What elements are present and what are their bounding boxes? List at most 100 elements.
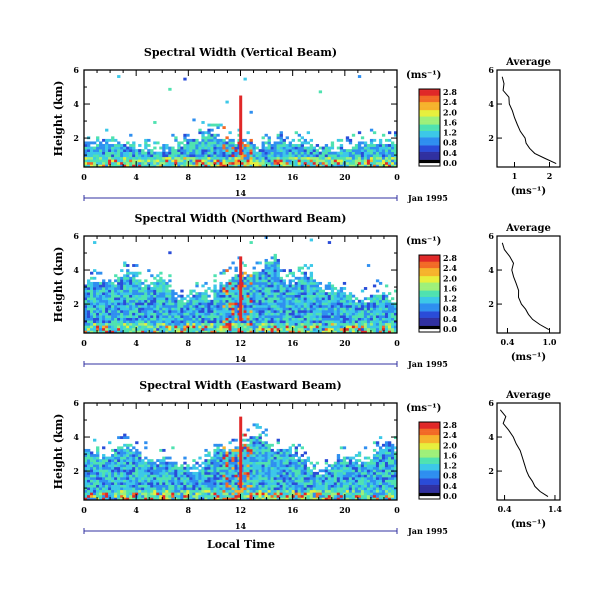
heatmap-cell — [153, 146, 157, 150]
heatmap-cell — [84, 451, 88, 455]
heatmap-cell — [276, 149, 280, 152]
heatmap-cell — [162, 497, 166, 501]
heatmap-cell — [354, 315, 359, 318]
heatmap-cell — [309, 330, 314, 334]
colorbar-tick-label: 0.4 — [443, 314, 457, 324]
heatmap-cell — [99, 144, 103, 147]
heatmap-cell — [270, 456, 274, 460]
heatmap-cell — [255, 448, 259, 452]
heatmap-cell — [312, 159, 317, 163]
heatmap-cell — [213, 487, 217, 491]
heatmap-cell — [150, 489, 154, 493]
heatmap-cell — [162, 474, 166, 478]
heatmap-cell — [342, 297, 347, 301]
heatmap-cell — [312, 149, 317, 152]
heatmap-cell — [276, 461, 280, 465]
heatmap-cell — [156, 279, 160, 283]
heatmap-cell — [135, 287, 139, 290]
heatmap-cell — [291, 482, 295, 485]
heatmap-cell — [282, 454, 286, 457]
heatmap-cell — [312, 330, 317, 334]
heatmap-cell — [93, 497, 97, 501]
heatmap-cell — [258, 448, 262, 452]
heatmap-cell — [180, 322, 184, 326]
heatmap-cell — [324, 292, 329, 296]
heatmap-cell — [201, 151, 205, 155]
heatmap-cell — [255, 310, 259, 313]
profile-title: Average — [505, 57, 551, 68]
heatmap-cell — [393, 312, 398, 316]
heatmap-cell — [222, 292, 226, 296]
heatmap-cell — [132, 330, 136, 334]
heatmap-cell — [258, 433, 262, 437]
heatmap-cell — [117, 322, 121, 326]
heatmap-cell — [225, 304, 229, 308]
heatmap-cell — [129, 299, 133, 303]
heatmap-cell — [318, 489, 323, 493]
heatmap-cell — [312, 299, 317, 303]
heatmap-cell — [225, 294, 229, 298]
heatmap-cell — [291, 159, 295, 163]
heatmap-cell — [237, 497, 241, 501]
heatmap-cell — [276, 487, 280, 491]
heatmap-cell — [90, 461, 94, 465]
heatmap-cell — [258, 451, 262, 455]
heatmap-cell — [210, 151, 214, 155]
heatmap-cell — [318, 302, 323, 306]
heatmap-cell — [360, 330, 365, 334]
heatmap-cell — [99, 299, 103, 303]
heatmap-cell — [306, 292, 311, 296]
heatmap-cell — [363, 159, 368, 163]
heatmap-cell — [87, 164, 91, 168]
heatmap-cell — [252, 330, 256, 334]
heatmap-cell — [330, 330, 335, 334]
profile-y-tick-label: 2 — [488, 133, 494, 143]
heatmap-cell — [273, 279, 277, 283]
heatmap-cell — [138, 281, 142, 285]
heatmap-cell — [309, 487, 314, 491]
heatmap-cell — [120, 464, 124, 468]
heatmap-cell — [165, 312, 169, 316]
heatmap-cell — [213, 325, 217, 329]
heatmap-cell — [219, 494, 223, 498]
heatmap-cell — [180, 464, 184, 468]
heatmap-cell — [357, 312, 362, 316]
heatmap-cell — [90, 312, 94, 316]
heatmap-cell — [258, 284, 262, 288]
heatmap-cell — [264, 304, 268, 308]
panel-1: Spectral Width (Vertical Beam)0 4 8 12 16 20 0… — [52, 46, 561, 203]
heatmap-cell — [237, 284, 241, 288]
heatmap-cell — [306, 482, 311, 485]
heatmap-cell — [324, 161, 329, 165]
heatmap-cell — [237, 299, 241, 303]
heatmap-cell — [387, 159, 392, 163]
heatmap-cell — [288, 474, 292, 478]
heatmap-cell — [108, 299, 112, 303]
heatmap-cell — [369, 317, 374, 321]
heatmap-cell — [135, 161, 139, 165]
heatmap-cell — [126, 474, 130, 478]
heatmap-cell — [201, 474, 205, 478]
heatmap-cell — [219, 459, 223, 463]
heatmap-cell — [141, 164, 145, 168]
heatmap-cell — [273, 310, 277, 313]
heatmap-cell — [108, 138, 112, 142]
heatmap-cell — [309, 312, 314, 316]
heatmap-cell — [198, 492, 202, 496]
heatmap-cell — [246, 164, 250, 168]
heatmap-cell — [87, 159, 91, 163]
heatmap-cell — [114, 299, 118, 303]
heatmap-cell — [132, 492, 136, 496]
heatmap-cell — [333, 292, 338, 296]
heatmap-cell — [165, 315, 169, 318]
heatmap-cell — [240, 492, 244, 496]
heatmap-cell — [321, 497, 326, 501]
heatmap-cell — [174, 484, 178, 488]
colorbar-segment — [419, 151, 440, 154]
heatmap-cell — [264, 451, 268, 455]
heatmap-cell — [192, 307, 196, 311]
heatmap-cell — [207, 146, 211, 150]
heatmap-cell — [348, 292, 353, 296]
heatmap-cell — [294, 471, 298, 475]
